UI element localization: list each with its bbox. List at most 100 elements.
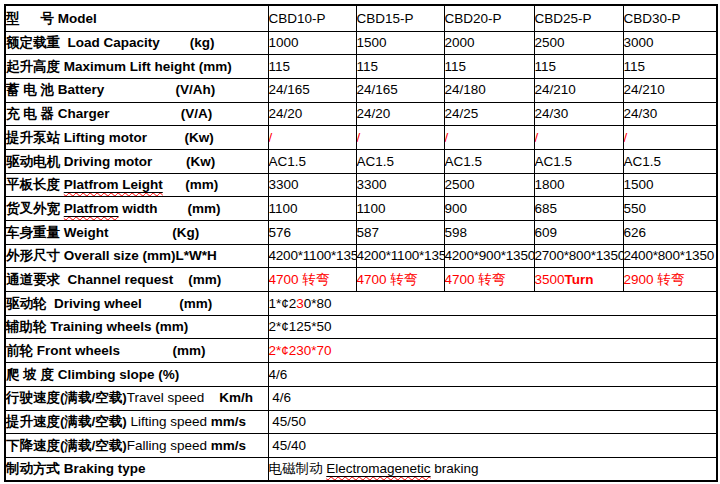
text-segment: 1500 [357,35,387,50]
text-segment: 24/30 [624,106,658,121]
text-segment: 下降速度(满载/空载) [6,438,127,453]
text-segment: 4700 转弯 [269,272,330,287]
text-segment: 4700 转弯 [357,272,418,287]
spec-row-19: 下降速度(满载/空载)Falling speed mm/s 45/40 [5,434,717,458]
spec-row-4: 蓄 电 池 Battery (V/Ah)24/16524/16524/18024… [5,78,717,102]
text-segment: 4/6 [269,367,288,382]
spec-value-cell: 1100 [268,197,356,221]
text-segment: (mm) [163,177,219,192]
row-label: 充 电 器 Charger (V/A) [5,102,268,126]
row-label: 辅助轮 Training wheels (mm) [5,315,268,339]
text-segment: 685 [535,201,558,216]
text-segment: 3300 [357,177,387,192]
text-segment: 115 [624,59,646,74]
spec-value-cell: AC1.5 [534,149,623,173]
spec-value-cell: 4700 转弯 [268,268,356,292]
text-segment: 3000 [624,35,654,50]
spec-value-cell: 24/210 [534,78,623,102]
text-segment: 货叉外宽 [6,201,64,216]
spec-value-cell: 2500 [534,31,623,55]
row-label: 平板长度 Platfrom Leight (mm) [5,173,268,197]
text-segment: Turn [565,272,594,287]
spec-value-cell: 4200*1100*1350 [268,244,356,268]
spec-value-cell: 115 [444,55,534,79]
text-segment: AC1.5 [269,154,307,169]
text-segment: 起升高度 Maximum Lift height (mm) [6,59,232,74]
text-segment: AC1.5 [357,154,395,169]
row-label: 外形尺寸 Overall size (mm)L*W*H [5,244,268,268]
text-segment: width (mm) [119,201,221,216]
text-segment: 1100 [357,201,386,216]
spec-value-cell: / [356,126,444,150]
text-segment: Travel speed [127,390,205,405]
row-label: 通道要求 Channel request (mm) [5,268,268,292]
spec-value-cell: 3300 [356,173,444,197]
spec-value-cell: 3300 [268,173,356,197]
text-segment: 2700*800*1350 [535,248,624,263]
text-segment: 驱动电机 Driving motor (Kw) [6,154,215,169]
text-segment: 24/210 [535,82,576,97]
text-segment: CBD30-P [624,11,681,26]
text-segment: 1500 [624,177,654,192]
spec-value-cell: 24/180 [444,78,534,102]
spec-value-cell: 4/6 [268,363,717,387]
spec-value-cell: 1500 [356,31,444,55]
text-segment: / [445,130,449,145]
spec-value-cell: 24/20 [268,102,356,126]
text-segment: CBD15-P [357,11,414,26]
spec-value-cell: / [623,126,717,150]
text-segment: 2900 转弯 [624,272,685,287]
text-segment: 提升速度(满载/空载) [6,414,131,429]
spec-value-cell: 电磁制动 Electromagenetic braking [268,457,717,481]
spec-table: 型 号 ModelCBD10-PCBD15-PCBD20-PCBD25-PCBD… [4,4,718,482]
spec-value-cell: 550 [623,197,717,221]
text-segment: braking [431,461,479,476]
text-segment: mm/s [211,438,246,453]
text-segment: 驱动轮 Driving wheel (mm) [6,296,212,311]
spec-row-2: 额定载重 Load Capacity (kg) 1000 1500 20002500 3… [5,31,717,55]
row-label: 前轮 Front wheels (mm) [5,339,268,363]
text-segment: 115 [535,59,557,74]
spec-table-body: 型 号 ModelCBD10-PCBD15-PCBD20-PCBD25-PCBD… [5,5,717,481]
spec-value-cell: 45/50 [268,410,717,434]
text-segment: 24/25 [445,106,479,121]
spec-value-cell: 24/165 [356,78,444,102]
spec-value-cell: 2500 [444,173,534,197]
row-label: 起升高度 Maximum Lift height (mm) [5,55,268,79]
text-segment: Electromagenetic [326,461,430,476]
spec-value-cell: 2*¢230*70 [268,339,717,363]
spec-row-15: 前轮 Front wheels (mm)2*¢230*70 [5,339,717,363]
text-segment: 2500 [535,35,565,50]
text-segment: mm/s [211,414,246,429]
text-segment: 1000 [269,35,299,50]
text-segment: 4/6 [269,390,292,405]
spec-value-cell: 609 [534,221,623,245]
spec-value-cell: 626 [623,221,717,245]
spec-value-cell: 2000 [444,31,534,55]
row-label: 蓄 电 池 Battery (V/Ah) [5,78,268,102]
row-label: 下降速度(满载/空载)Falling speed mm/s [5,434,268,458]
spec-value-cell: 1500 [623,173,717,197]
spec-value-cell: 24/210 [623,78,717,102]
text-segment: 598 [445,225,468,240]
spec-value-cell: 1*¢230*80 [268,292,717,316]
text-segment: 24/210 [624,82,665,97]
spec-row-6: 提升泵站 Lifting motor (Kw)///// [5,126,717,150]
spec-value-cell: 587 [356,221,444,245]
spec-value-cell: 4700 转弯 [356,268,444,292]
text-segment: 1100 [269,201,298,216]
text-segment: 额定载重 Load Capacity (kg) [6,35,215,50]
text-segment: 4200*900*1350 [445,248,535,263]
text-segment: 2*¢230*70 [269,343,332,358]
text-segment: 587 [357,225,380,240]
text-segment: / [269,130,273,145]
row-label: 提升泵站 Lifting motor (Kw) [5,126,268,150]
text-segment: Lifting speed [131,414,211,429]
text-segment: 蓄 电 池 Battery (V/Ah) [6,82,215,97]
text-segment: 24/165 [269,82,310,97]
spec-value-cell: 4200*1100*1350 [356,244,444,268]
spec-value-cell: 1800 [534,173,623,197]
text-segment: 4700 转弯 [445,272,506,287]
spec-row-13: 驱动轮 Driving wheel (mm) 1*¢230*80 [5,292,717,316]
text-segment: 4200*1100*1350 [269,248,357,263]
